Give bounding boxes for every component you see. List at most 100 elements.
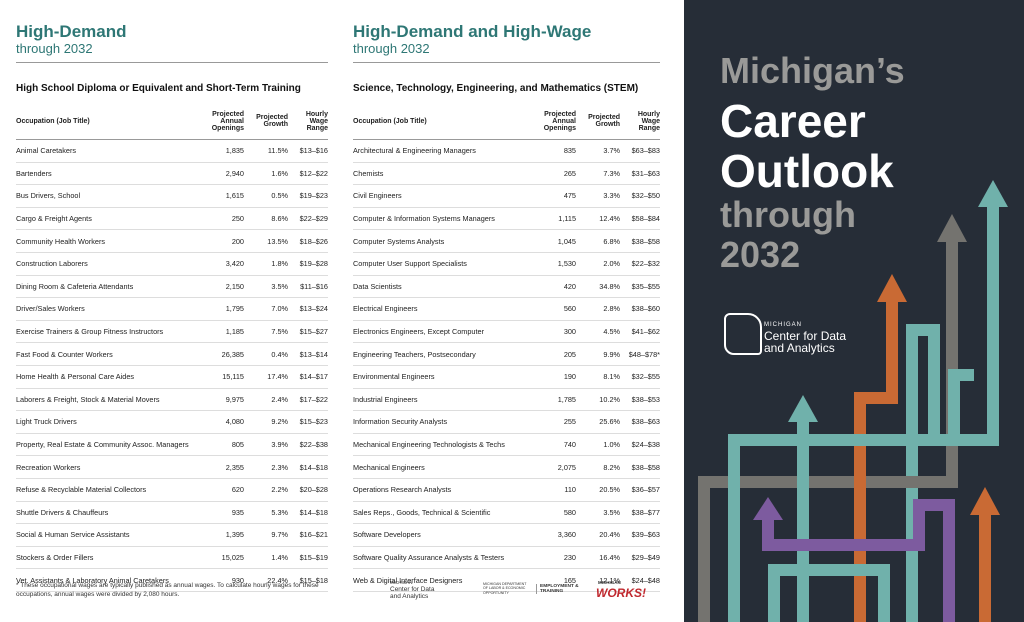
occupation-cell: Computer & Information Systems Managers (353, 214, 495, 224)
wage-cell: $35–$55 (631, 281, 660, 291)
logo-name: and Analytics (764, 341, 835, 355)
openings-cell: 560 (563, 304, 576, 314)
wage-cell: $22–$38 (299, 440, 328, 450)
arrow (762, 499, 955, 622)
table-row: Chemists 265 7.3% $31–$63 (353, 163, 660, 186)
occupation-cell: Data Scientists (353, 281, 402, 291)
wage-cell: $13–$14 (299, 349, 328, 359)
table-row: Recreation Workers 2,355 2.3% $14–$18 (16, 456, 328, 479)
left-subtitle: through 2032 (16, 41, 93, 56)
wage-cell: $24–$48 (631, 575, 660, 585)
wage-cell: $19–$23 (299, 191, 328, 201)
wage-cell: $38–$63 (631, 417, 660, 427)
occupation-cell: Fast Food & Counter Workers (16, 349, 113, 359)
openings-cell: 9,975 (225, 394, 244, 404)
occupation-cell: Bus Drivers, School (16, 191, 81, 201)
growth-cell: 1.0% (603, 440, 620, 450)
openings-cell: 190 (563, 372, 576, 382)
growth-cell: 3.3% (603, 191, 620, 201)
table-row: Data Scientists 420 34.8% $35–$55 (353, 276, 660, 299)
growth-cell: 12.4% (599, 214, 620, 224)
growth-cell: 9.2% (271, 417, 288, 427)
openings-cell: 165 (563, 575, 576, 585)
openings-cell: 4,080 (225, 417, 244, 427)
growth-cell: 11.5% (267, 146, 288, 156)
occupation-cell: Driver/Sales Workers (16, 304, 85, 314)
growth-cell: 8.1% (603, 372, 620, 382)
table-row: Software Quality Assurance Analysts & Te… (353, 547, 660, 570)
occupation-cell: Mechanical Engineering Technologists & T… (353, 440, 505, 450)
wage-cell: $22–$29 (299, 214, 328, 224)
openings-cell: 2,940 (225, 168, 244, 178)
logo-small: MICHIGAN (390, 580, 413, 585)
cover-title: Michigan’s (720, 50, 905, 91)
footer-logos: MICHIGAN Center for Data and Analytics M… (368, 578, 658, 608)
arrow (728, 369, 974, 622)
wage-cell: $19–$28 (299, 259, 328, 269)
occupation-cell: Shuttle Drivers & Chauffeurs (16, 507, 109, 517)
table-row: Computer & Information Systems Managers 1… (353, 208, 660, 231)
openings-cell: 205 (563, 349, 576, 359)
openings-cell: 805 (231, 440, 244, 450)
wage-cell: $18–$26 (299, 236, 328, 246)
openings-cell: 110 (564, 485, 576, 495)
column-header: Projected Growth (588, 114, 620, 128)
wage-cell: $38–$60 (631, 304, 660, 314)
logo-name: Center for Data (764, 329, 847, 343)
growth-cell: 3.7% (603, 146, 620, 156)
growth-cell: 25.6% (599, 417, 620, 427)
table-row: Driver/Sales Workers 1,795 7.0% $13–$24 (16, 298, 328, 321)
wage-cell: $13–$16 (299, 146, 328, 156)
wage-cell: $38–$58 (631, 462, 660, 472)
occupation-cell: Home Health & Personal Care Aides (16, 372, 135, 382)
growth-cell: 3.9% (271, 440, 288, 450)
arrow (768, 564, 890, 622)
table-row: Civil Engineers 475 3.3% $32–$50 (353, 185, 660, 208)
occupation-cell: Software Quality Assurance Analysts & Te… (353, 552, 505, 562)
growth-cell: 0.4% (271, 349, 288, 359)
table-row: Bus Drivers, School 1,615 0.5% $19–$23 (16, 185, 328, 208)
table-row: Animal Caretakers 1,835 11.5% $13–$16 (16, 140, 328, 163)
growth-cell: 34.8% (599, 281, 620, 291)
wage-cell: $15–$27 (299, 327, 328, 337)
openings-cell: 250 (231, 214, 244, 224)
rule (16, 62, 328, 63)
leo-logo: MICHIGAN DEPARTMENT OF LABOR & ECONOMIC … (483, 582, 527, 595)
table-row: Property, Real Estate & Community Assoc.… (16, 434, 328, 457)
openings-cell: 2,075 (557, 462, 576, 472)
rule (353, 62, 660, 63)
growth-cell: 4.5% (603, 327, 620, 337)
arrowhead (978, 180, 1008, 207)
wage-cell: $32–$55 (631, 372, 660, 382)
occupation-cell: Social & Human Service Assistants (16, 530, 130, 540)
table-row: Computer Systems Analysts 1,045 6.8% $38–$5… (353, 230, 660, 253)
openings-cell: 300 (563, 327, 576, 337)
growth-cell: 20.5% (599, 485, 620, 495)
table-row: Cargo & Freight Agents 250 8.6% $22–$29 (16, 208, 328, 231)
wage-cell: $24–$38 (631, 440, 660, 450)
occupation-cell: Vet. Assistants & Laboratory Animal Care… (16, 575, 169, 585)
table-row: Information Security Analysts 255 25.6% $38… (353, 411, 660, 434)
wage-cell: $22–$32 (631, 259, 660, 269)
table-row: Architectural & Engineering Managers 835 3… (353, 140, 660, 163)
table-row: Dining Room & Cafeteria Attendants 2,150 3… (16, 276, 328, 299)
right-title: High-Demand and High-Wage (353, 22, 592, 41)
growth-cell: 20.4% (599, 530, 620, 540)
openings-cell: 740 (563, 440, 576, 450)
right-section: Science, Technology, Engineering, and Ma… (353, 83, 639, 94)
column-header: Occupation (Job Title) (353, 117, 427, 125)
table-row: Community Health Workers 200 13.5% $18–$26 (16, 230, 328, 253)
occupation-cell: Chemists (353, 168, 384, 178)
table-row: Industrial Engineers 1,785 10.2% $38–$53 (353, 389, 660, 412)
occupation-cell: Software Developers (353, 530, 421, 540)
occupation-cell: Computer Systems Analysts (353, 236, 445, 246)
wage-cell: $63–$83 (631, 146, 660, 156)
openings-cell: 200 (231, 236, 244, 246)
occupation-cell: Sales Reps., Goods, Technical & Scientif… (353, 507, 491, 517)
growth-cell: 22.4% (267, 575, 288, 585)
wage-cell: $39–$63 (631, 530, 660, 540)
openings-cell: 1,795 (225, 304, 244, 314)
growth-cell: 9.9% (603, 349, 620, 359)
occupation-cell: Refuse & Recyclable Material Collectors (16, 485, 147, 495)
